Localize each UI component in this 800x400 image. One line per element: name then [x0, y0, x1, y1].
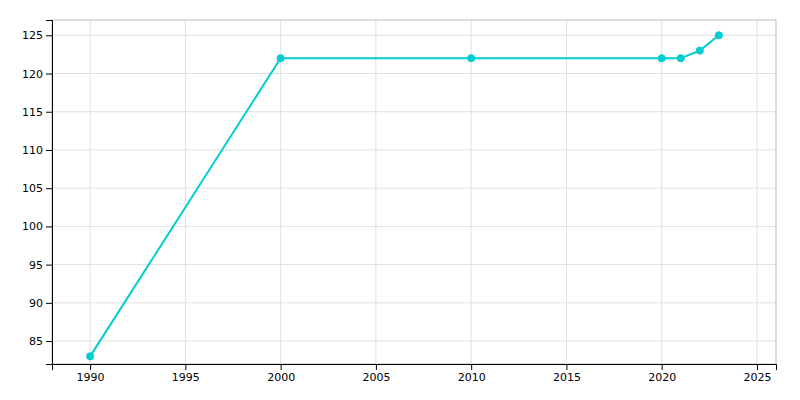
x-axis: 1990 1995 2000 2005 2010 2015 2020 2025 — [53, 364, 777, 384]
tick-mark — [566, 364, 567, 370]
grid-line — [375, 20, 376, 364]
tick: 2000 — [267, 364, 295, 384]
tick-label: 2000 — [267, 371, 295, 384]
tick-mark — [46, 265, 52, 266]
tick: 2020 — [648, 364, 676, 384]
grid-line — [52, 302, 776, 303]
plot-frame — [52, 20, 776, 364]
tick-label: 95 — [29, 259, 43, 272]
tick-mark — [46, 226, 52, 227]
tick-label: 1990 — [77, 371, 105, 384]
tick: 110 — [22, 144, 52, 157]
grid-line — [185, 20, 186, 364]
tick: 105 — [22, 182, 52, 195]
marker — [87, 353, 94, 360]
grid-line — [52, 149, 776, 150]
marker — [715, 32, 722, 39]
grid-line — [52, 341, 776, 342]
tick: 85 — [29, 335, 52, 348]
grid-line — [756, 20, 757, 364]
tick-mark — [46, 112, 52, 113]
grid-line — [90, 20, 91, 364]
tick: 1990 — [77, 364, 105, 384]
marker — [677, 55, 684, 62]
grid-line — [566, 20, 567, 364]
tick-mark — [46, 150, 52, 151]
tick-label: 2025 — [743, 371, 771, 384]
grid-line — [661, 20, 662, 364]
grid — [52, 20, 776, 364]
tick-mark — [46, 35, 52, 36]
tick: 115 — [22, 106, 52, 119]
tick-mark — [662, 364, 663, 370]
tick: 120 — [22, 68, 52, 81]
tick-label: 90 — [29, 297, 43, 310]
tick-mark — [185, 364, 186, 370]
tick-mark — [46, 341, 52, 342]
axis-line — [46, 21, 53, 365]
tick-label: 2010 — [458, 371, 486, 384]
grid-line — [280, 20, 281, 364]
tick-label: 110 — [22, 144, 43, 157]
tick-mark — [757, 364, 758, 370]
tick: 90 — [29, 297, 52, 310]
tick: 1995 — [172, 364, 200, 384]
tick: 125 — [22, 29, 52, 42]
grid-line — [52, 264, 776, 265]
tick-label: 2015 — [553, 371, 581, 384]
chart: 1990 1995 2000 2005 2010 2015 2020 2025 85 90 95 10… — [0, 0, 800, 400]
axis-line — [53, 365, 777, 371]
marker — [696, 47, 703, 54]
tick: 95 — [29, 259, 52, 272]
marker — [658, 55, 665, 62]
tick-label: 105 — [22, 182, 43, 195]
tick-label: 100 — [22, 220, 43, 233]
tick: 2015 — [553, 364, 581, 384]
marks — [87, 32, 723, 360]
tick: 2010 — [458, 364, 486, 384]
tick-label: 85 — [29, 335, 43, 348]
plot-area: 1990 1995 2000 2005 2010 2015 2020 2025 85 90 95 10… — [22, 20, 777, 384]
grid-line — [52, 73, 776, 74]
grid-line — [52, 226, 776, 227]
tick-label: 2020 — [648, 371, 676, 384]
tick: 2005 — [362, 364, 390, 384]
grid-line — [52, 188, 776, 189]
tick-label: 125 — [22, 29, 43, 42]
tick-mark — [281, 364, 282, 370]
tick-mark — [471, 364, 472, 370]
tick: 2025 — [743, 364, 771, 384]
tick-mark — [46, 74, 52, 75]
grid-line — [471, 20, 472, 364]
tick-label: 115 — [22, 106, 43, 119]
tick-label: 1995 — [172, 371, 200, 384]
marker — [468, 55, 475, 62]
grid-line — [52, 111, 776, 112]
tick-label: 120 — [22, 68, 43, 81]
tick-mark — [46, 303, 52, 304]
y-axis: 85 90 95 100 105 110 115 120 125 — [22, 21, 53, 365]
tick-label: 2005 — [362, 371, 390, 384]
tick-mark — [46, 188, 52, 189]
tick: 100 — [22, 220, 52, 233]
line — [90, 35, 719, 356]
tick-mark — [376, 364, 377, 370]
marker — [277, 55, 284, 62]
tick-mark — [90, 364, 91, 370]
grid-line — [52, 35, 776, 36]
